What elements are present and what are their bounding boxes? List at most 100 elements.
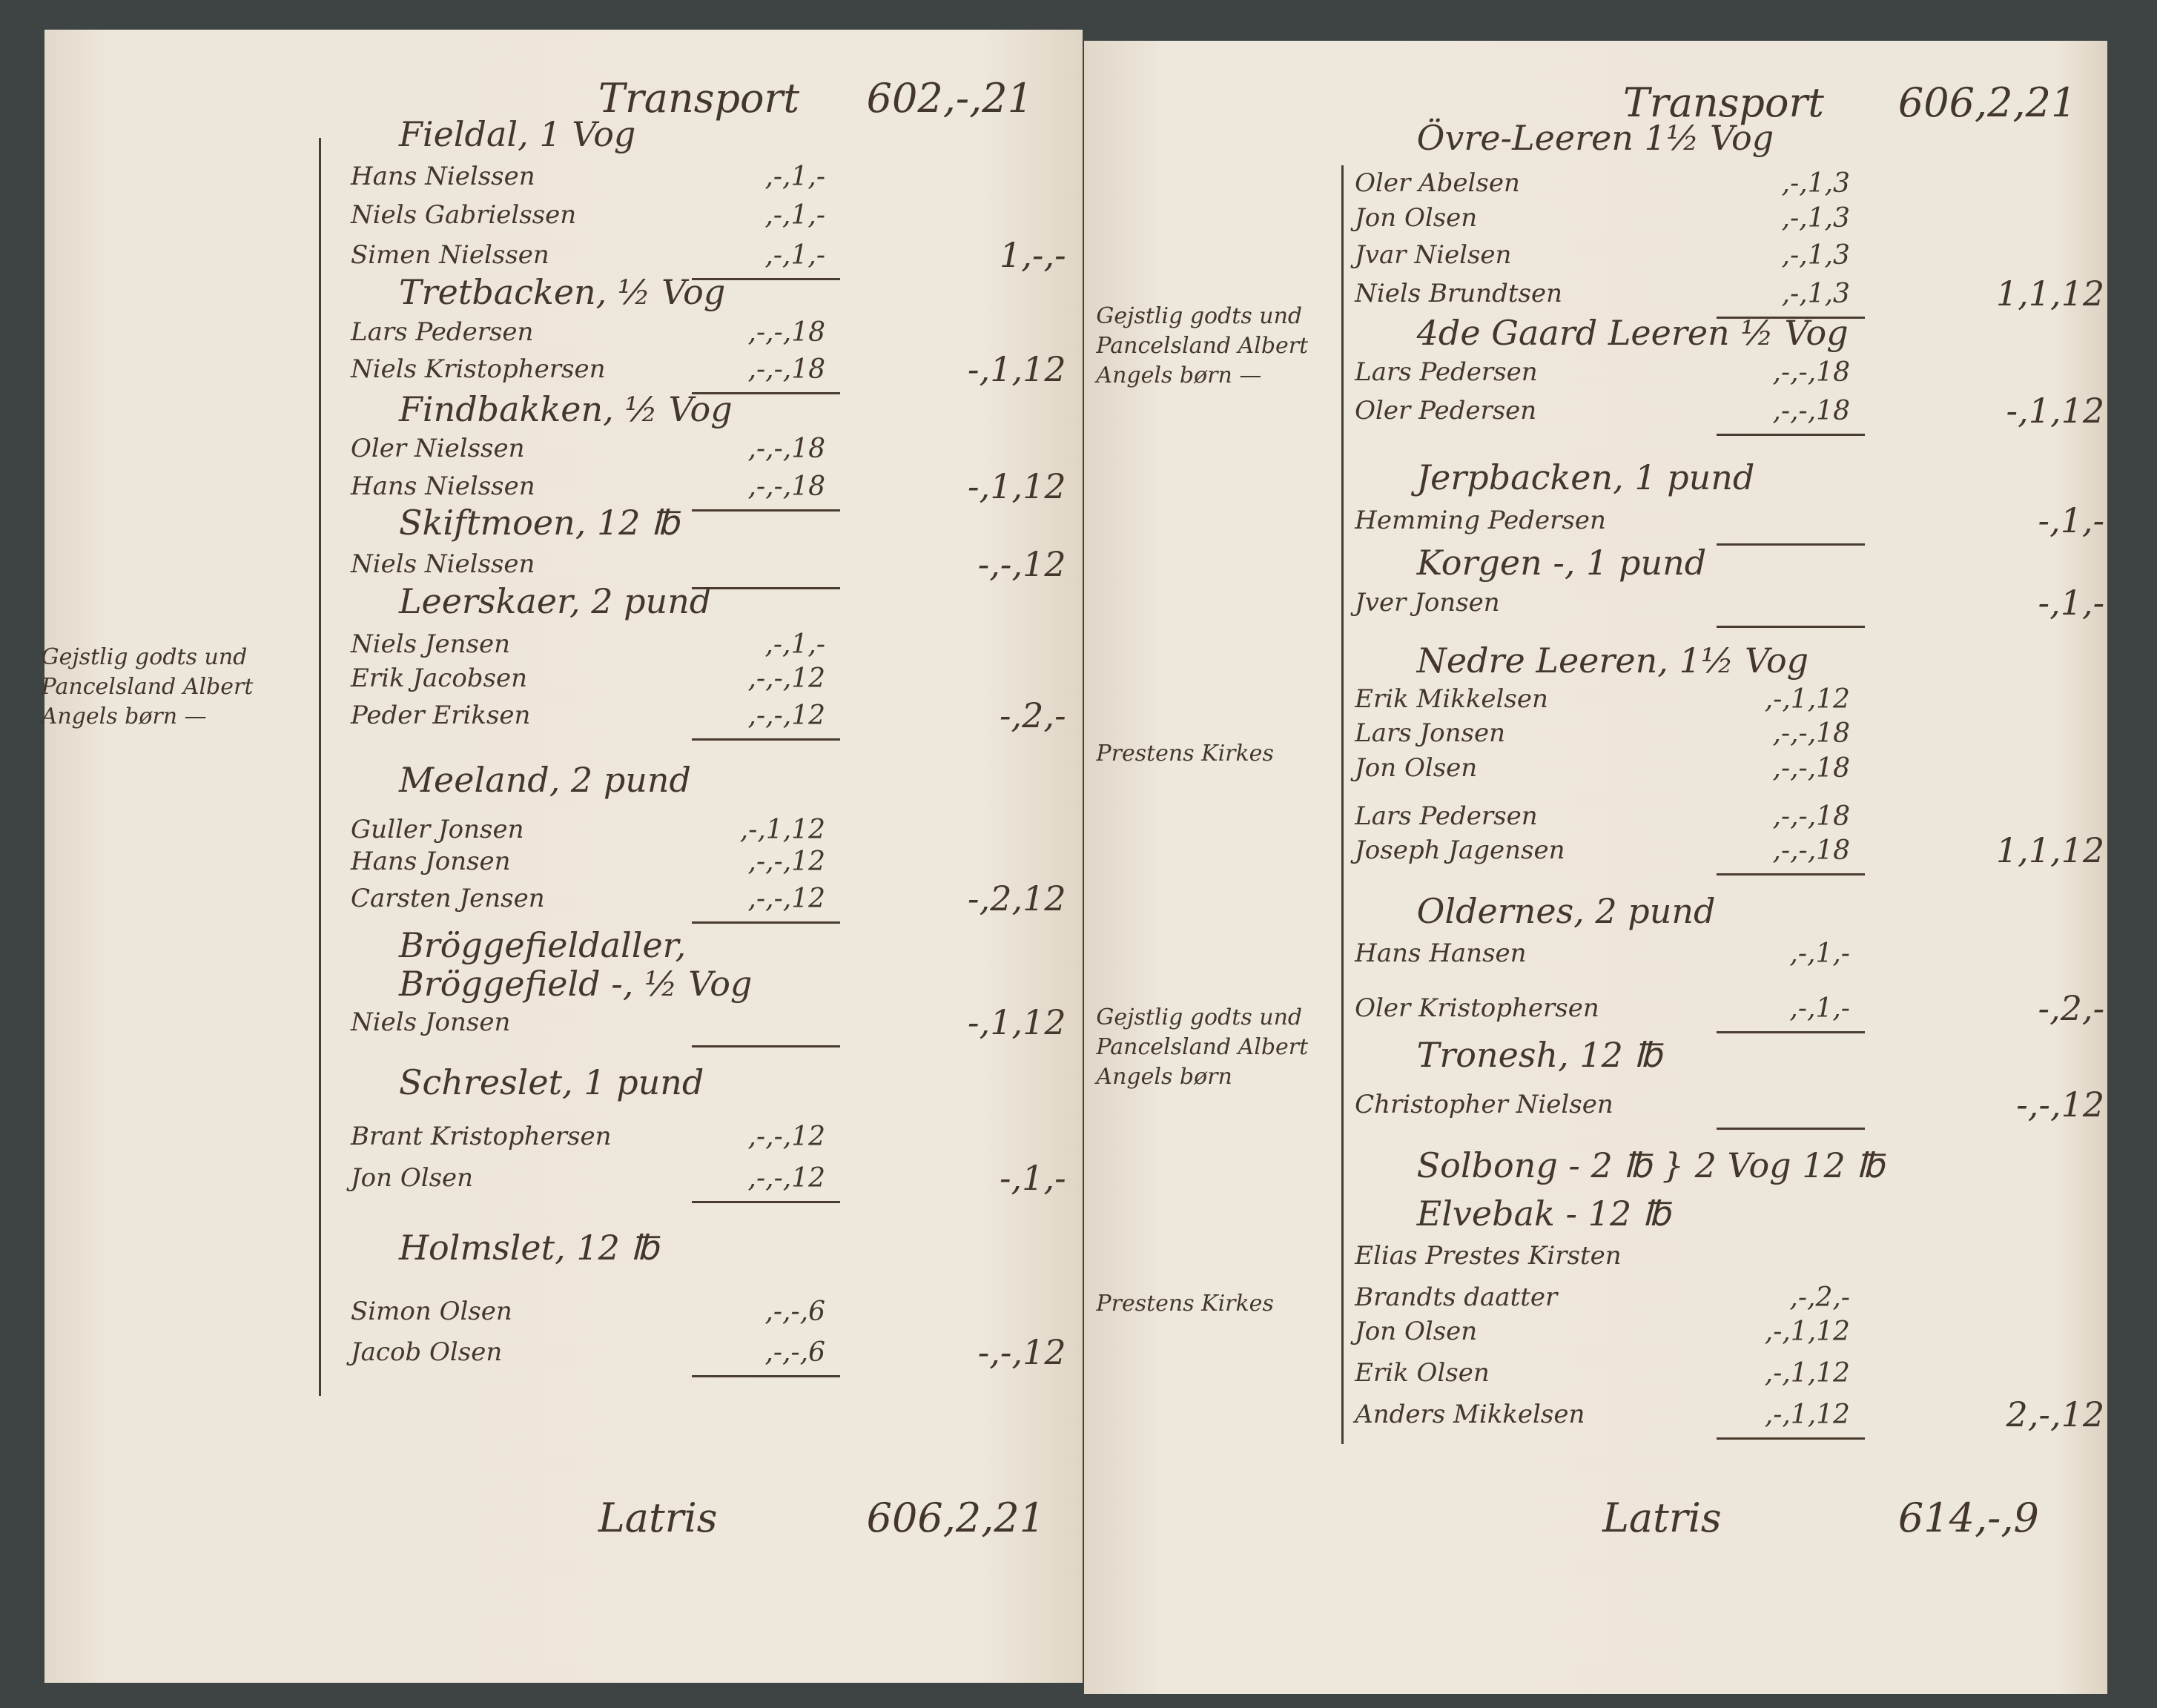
person-name: Niels Gabrielssen <box>351 200 577 231</box>
person-name: Oler Abelsen <box>1355 168 1520 199</box>
farm-heading: Tretbacken, ½ Vog <box>398 271 726 312</box>
farm-heading: Korgen -, 1 pund <box>1416 543 1707 583</box>
person-name: Lars Jonsen <box>1355 718 1505 749</box>
subtotal-rule <box>692 277 840 280</box>
transport-label: Transport <box>1622 79 1824 126</box>
subtotal-amount: -,1,12 <box>968 1002 1066 1042</box>
entry-amount: ,-,2,- <box>1789 1282 1850 1313</box>
subtotal-rule <box>692 587 840 590</box>
entry-amount: ,-,1,- <box>764 629 825 660</box>
margin-note: Gejstlig godts und Pancelsland Albert An… <box>41 643 254 729</box>
entry-amount: ,-,1,- <box>764 162 825 193</box>
farm-heading: Skiftmoen, 12 ℔ <box>398 503 679 543</box>
subtotal-rule <box>1716 626 1865 629</box>
total-label: Latris <box>1602 1494 1722 1541</box>
subtotal-rule <box>1716 1031 1865 1034</box>
farm-heading: Nedre Leeren, 1½ Vog <box>1416 640 1809 681</box>
person-name: Erik Jacobsen <box>351 663 528 694</box>
person-name: Niels Brundtsen <box>1355 278 1562 308</box>
subtotal-rule <box>692 391 840 394</box>
person-name: Niels Nielssen <box>351 549 535 580</box>
entry-amount: ,-,-,12 <box>747 663 825 695</box>
farm-heading: Jerpbacken, 1 pund <box>1416 457 1755 498</box>
subtotal-amount: 2,-,12 <box>2006 1394 2105 1434</box>
person-name: Jon Olsen <box>351 1162 474 1193</box>
person-name: Guller Jonsen <box>351 815 524 845</box>
person-name: Anders Mikkelsen <box>1355 1399 1585 1429</box>
entry-amount: ,-,1,12 <box>1764 1317 1850 1348</box>
subtotal-rule <box>692 509 840 512</box>
entry-amount: ,-,-,18 <box>1772 835 1850 867</box>
ledger-bracket-line <box>1341 165 1344 1444</box>
subtotal-rule <box>692 1375 840 1378</box>
farm-heading: Meeland, 2 pund <box>398 760 691 801</box>
subtotal-rule <box>1716 1437 1865 1440</box>
person-name: Oler Nielssen <box>351 434 525 464</box>
person-name: Brant Kristophersen <box>351 1121 612 1151</box>
farm-heading: Oldernes, 2 pund <box>1416 890 1716 931</box>
person-name: Erik Olsen <box>1355 1358 1490 1388</box>
subtotal-rule <box>1716 1128 1865 1131</box>
subtotal-amount: -,1,12 <box>968 348 1066 389</box>
person-name: Niels Jonsen <box>351 1007 511 1037</box>
subtotal-rule <box>1716 316 1865 319</box>
subtotal-amount: -,1,12 <box>968 466 1066 506</box>
transport-label: Transport <box>598 75 800 122</box>
person-name: Hans Nielssen <box>351 162 535 192</box>
person-name: Hans Nielssen <box>351 471 535 501</box>
subtotal-rule <box>692 1045 840 1047</box>
person-name: Simen Nielssen <box>351 239 549 270</box>
margin-note: Gejstlig godts und Pancelsland Albert An… <box>1096 302 1309 388</box>
person-name: Oler Pedersen <box>1355 395 1537 426</box>
subtotal-amount: -,-,12 <box>2016 1085 2105 1125</box>
subtotal-rule <box>692 1200 840 1203</box>
entry-amount: ,-,1,12 <box>1764 1358 1850 1388</box>
entry-amount: ,-,-,18 <box>1772 395 1850 426</box>
person-name: Peder Eriksen <box>351 701 531 731</box>
subtotal-amount: -,2,- <box>2038 988 2105 1029</box>
subtotal-amount: -,1,- <box>1000 1157 1066 1198</box>
farm-heading: Solbong - 2 ℔ } 2 Vog 12 ℔ <box>1416 1145 1885 1185</box>
person-name: Christopher Nielsen <box>1355 1090 1613 1120</box>
margin-note: Prestens Kirkes <box>1096 1290 1274 1317</box>
person-name: Niels Kristophersen <box>351 354 606 384</box>
entry-amount: ,-,-,12 <box>747 884 825 915</box>
farm-heading: Holmslet, 12 ℔ <box>398 1228 659 1268</box>
total-amount: 606,2,21 <box>866 1494 1046 1541</box>
entry-amount: ,-,-,18 <box>747 317 825 348</box>
subtotal-amount: -,1,12 <box>2006 390 2105 431</box>
person-name: Brandts daatter <box>1355 1282 1558 1312</box>
entry-amount: ,-,-,12 <box>747 701 825 732</box>
subtotal-amount: -,-,12 <box>977 544 1066 585</box>
person-name: Jacob Olsen <box>351 1337 503 1368</box>
person-name: Jon Olsen <box>1355 752 1478 783</box>
entry-amount: ,-,1,12 <box>739 815 825 846</box>
farm-heading: Övre-Leeren 1½ Vog <box>1416 118 1774 159</box>
farm-heading: Fieldal, 1 Vog <box>398 113 636 154</box>
person-name: Niels Jensen <box>351 629 511 659</box>
subtotal-rule <box>1716 873 1865 876</box>
entry-amount: ,-,1,12 <box>1764 684 1850 715</box>
person-name: Jvar Nielsen <box>1355 239 1512 270</box>
entry-amount: ,-,1,3 <box>1781 278 1850 309</box>
entry-amount: ,-,-,12 <box>747 846 825 877</box>
entry-amount: ,-,-,6 <box>764 1337 825 1368</box>
total-label: Latris <box>598 1494 718 1541</box>
entry-amount: ,-,-,18 <box>1772 718 1850 749</box>
farm-heading: Bröggefield -, ½ Vog <box>398 963 753 1004</box>
entry-amount: ,-,-,18 <box>1772 752 1850 784</box>
entry-amount: ,-,-,6 <box>764 1296 825 1327</box>
entry-amount: ,-,-,18 <box>747 471 825 502</box>
margin-note: Gejstlig godts und Pancelsland Albert An… <box>1096 1004 1309 1090</box>
entry-amount: ,-,-,12 <box>747 1162 825 1194</box>
subtotal-rule <box>692 921 840 924</box>
transport-amount: 602,-,21 <box>866 75 1033 122</box>
person-name: Simon Olsen <box>351 1296 512 1326</box>
entry-amount: ,-,1,3 <box>1781 168 1850 199</box>
subtotal-amount: -,-,12 <box>977 1332 1066 1373</box>
subtotal-rule <box>692 738 840 741</box>
entry-amount: ,-,-,18 <box>1772 357 1850 388</box>
subtotal-amount: 1,-,- <box>1000 234 1066 275</box>
entry-amount: ,-,1,12 <box>1764 1399 1850 1430</box>
entry-amount: ,-,1,- <box>764 200 825 231</box>
